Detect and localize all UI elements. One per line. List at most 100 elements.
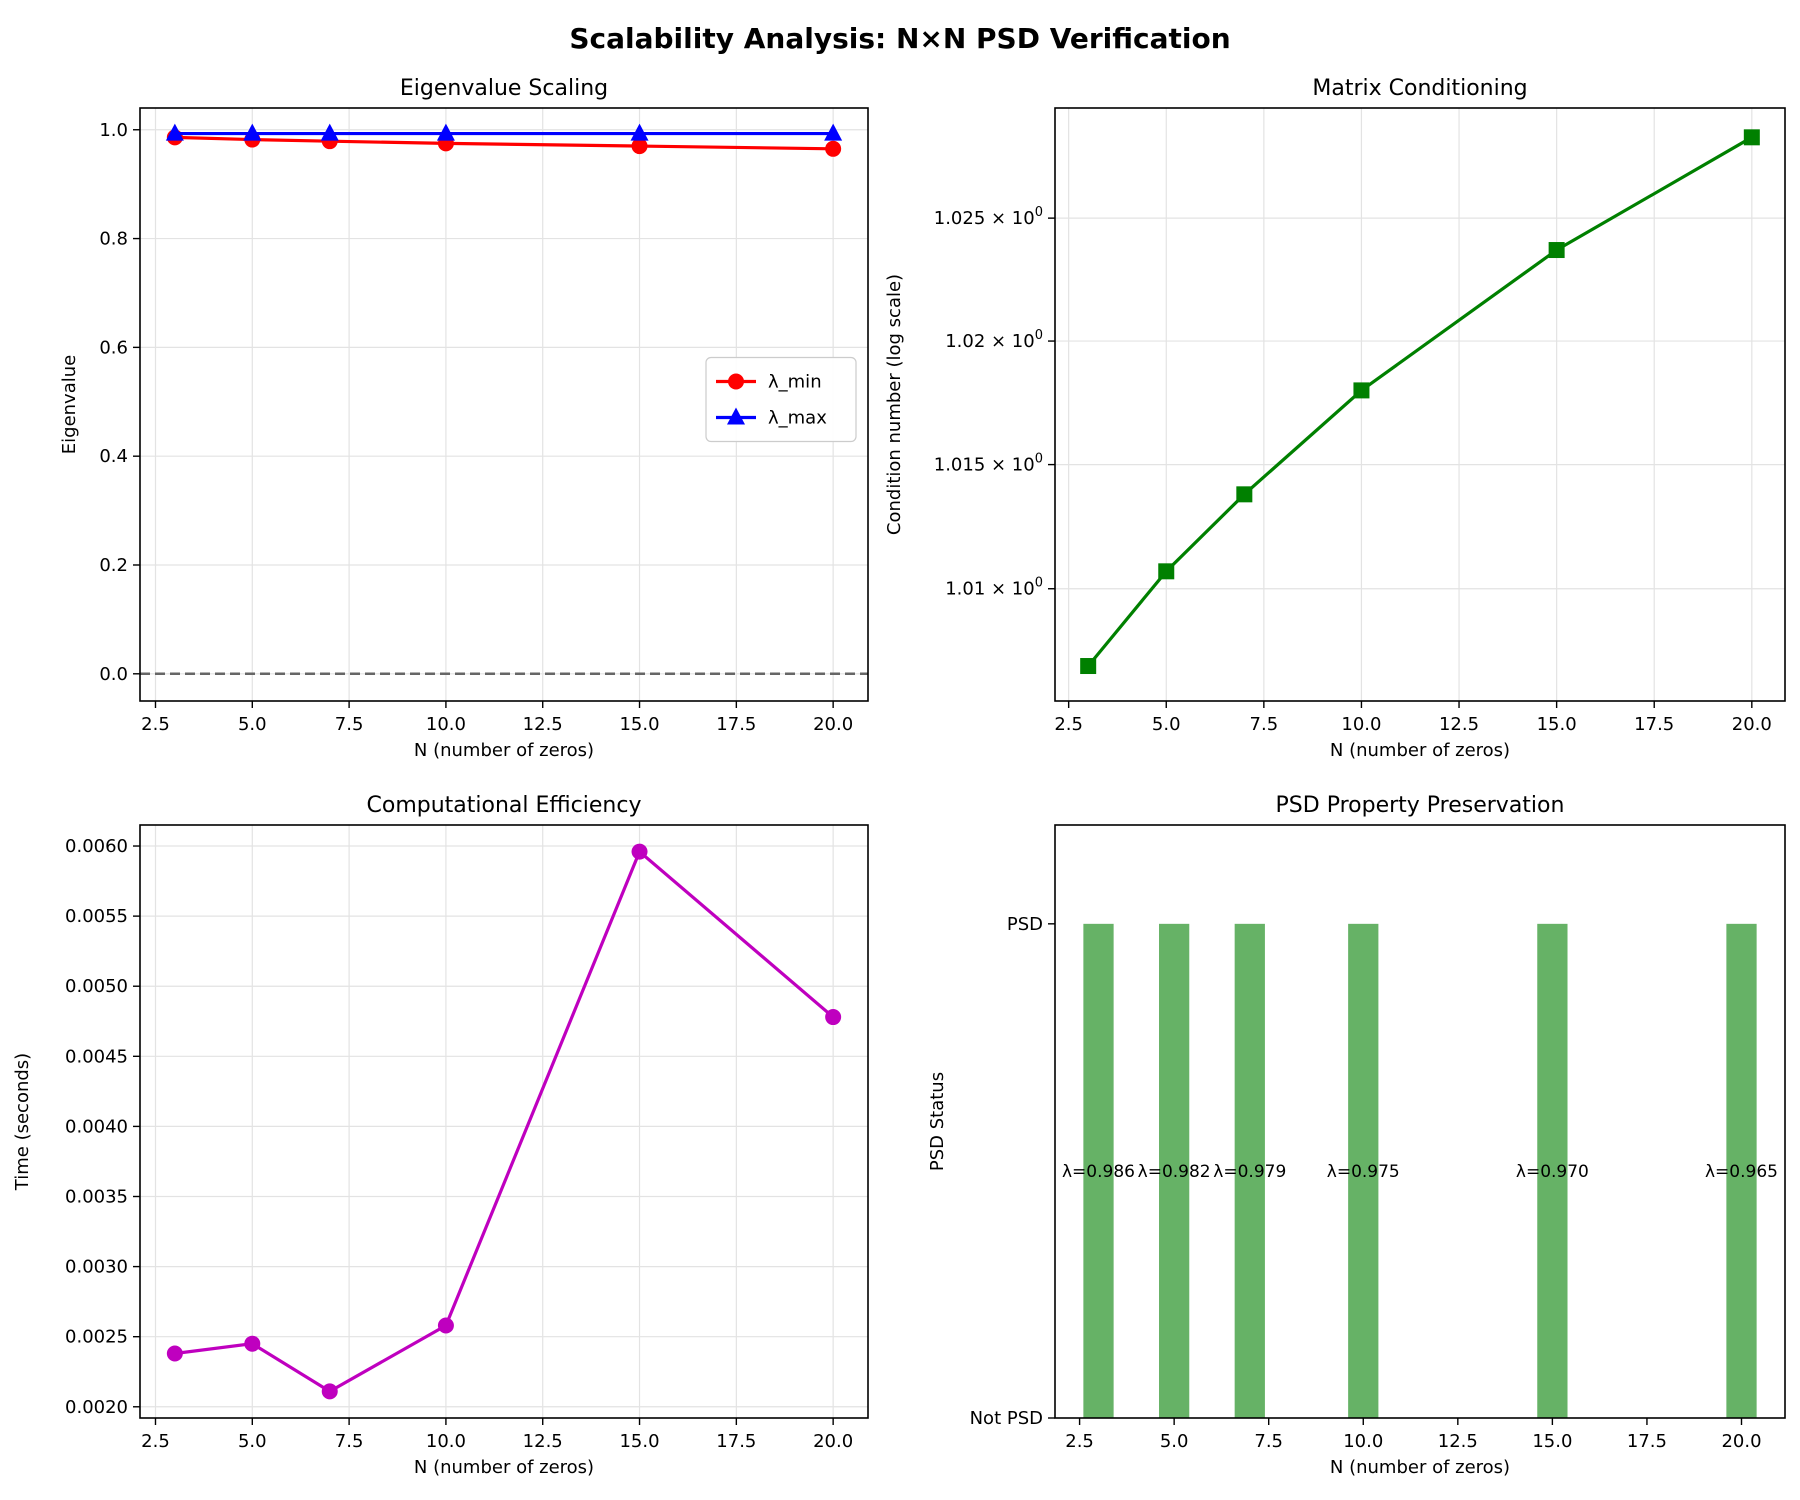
panel1-series-1-point-3 [436, 123, 455, 141]
panel3-series-0-point-2 [321, 1383, 338, 1400]
panel2-ytick-label-0: 1.01 × 100 [945, 576, 1043, 600]
panel3-xtick-label-7: 20.0 [813, 1431, 853, 1452]
panel3-ytick-label-1: 0.0025 [65, 1327, 128, 1348]
panel1-series-0-point-4 [631, 138, 648, 155]
panel1-ytick-label-1: 0.2 [99, 555, 128, 576]
panel4-bar-label-2: λ=0.979 [1213, 1162, 1286, 1182]
panel1-xtick-label-7: 20.0 [813, 714, 853, 735]
panel1-xtick-label-5: 15.0 [619, 714, 659, 735]
panel4-bar-3 [1348, 923, 1379, 1418]
panel2-xtick-label-1: 5.0 [1152, 714, 1181, 735]
panel4-xtick-label-3: 10.0 [1343, 1431, 1383, 1452]
panel2-series-0-point-2 [1236, 486, 1253, 503]
panel3-series-0-line [174, 848, 835, 1394]
panel4-xtick-label-6: 17.5 [1627, 1431, 1667, 1452]
panel3-ylabel: Time (seconds) [12, 1053, 33, 1191]
panel4-axes-frame [1054, 824, 1786, 1419]
panel1-legend-marker-1 [727, 407, 745, 425]
panel2-ytick-label-2: 1.02 × 100 [945, 328, 1043, 352]
panel1-ytick-label-3: 0.6 [99, 337, 128, 358]
panel1-series-1-point-0 [165, 123, 184, 141]
panel3-ytick-label-8: 0.0060 [65, 836, 128, 857]
panel4-xtick-label-4: 12.5 [1438, 1431, 1478, 1452]
panel1-ytick-label-0: 0.0 [99, 664, 128, 685]
panel1-series-0-line [174, 135, 834, 151]
panel1-series-1-point-2 [320, 123, 339, 141]
panel2-xtick-label-7: 20.0 [1732, 714, 1772, 735]
panel2-xtick-label-2: 7.5 [1250, 714, 1279, 735]
panel1-legend-box [705, 356, 857, 443]
figure-title: Scalability Analysis: N×N PSD Verificati… [569, 22, 1231, 55]
panel4-bar-2 [1234, 923, 1265, 1418]
panel1-axes-frame [139, 107, 869, 702]
panel2-series-0-point-4 [1548, 242, 1565, 259]
panel3-xtick-label-3: 10.0 [426, 1431, 466, 1452]
panel1-ytick-label-2: 0.4 [99, 446, 128, 467]
panel3-ytick-label-0: 0.0020 [65, 1397, 128, 1418]
panel1-series-1-point-4 [630, 123, 649, 141]
panel2-series-0-point-1 [1158, 563, 1175, 580]
panel3-axes-frame [139, 824, 869, 1419]
panel4-xlabel: N (number of zeros) [1330, 1457, 1510, 1478]
panel3-ytick-label-2: 0.0030 [65, 1257, 128, 1278]
panel1-xtick-label-2: 7.5 [335, 714, 364, 735]
panel4-ytick-label-1: PSD [1007, 914, 1043, 935]
panel2-xtick-label-5: 15.0 [1537, 714, 1577, 735]
panel4-xtick-label-2: 7.5 [1254, 1431, 1283, 1452]
panel4-xtick-label-0: 2.5 [1065, 1431, 1094, 1452]
panel2-series-0-line [1086, 135, 1753, 668]
panel1-ytick-label-5: 1.0 [99, 120, 128, 141]
panel1-legend-marker-0 [728, 373, 744, 390]
panel2-series-0-point-3 [1353, 382, 1370, 399]
panel4-ylabel: PSD Status [927, 1072, 948, 1171]
panel2-ytick-label-3: 1.025 × 100 [934, 205, 1043, 229]
panel4-bar-4 [1537, 923, 1568, 1418]
panel3-ytick-label-3: 0.0035 [65, 1187, 128, 1208]
panel4-xtick-label-1: 5.0 [1160, 1431, 1189, 1452]
panel1-xtick-label-6: 17.5 [716, 714, 756, 735]
panel2-series-0-point-5 [1743, 129, 1760, 146]
panel2-xlabel: N (number of zeros) [1330, 740, 1510, 761]
panel3-series-0-point-4 [631, 843, 648, 860]
panel2-title: Matrix Conditioning [1312, 76, 1527, 101]
panel4-xtick-label-5: 15.0 [1532, 1431, 1572, 1452]
panel4-bar-label-5: λ=0.965 [1705, 1162, 1778, 1182]
panel1-title: Eigenvalue Scaling [400, 76, 608, 101]
panel3-xlabel: N (number of zeros) [414, 1457, 594, 1478]
panel3-title: Computational Efficiency [367, 793, 642, 818]
panel3-xtick-label-5: 15.0 [619, 1431, 659, 1452]
panel4-bar-1 [1159, 923, 1190, 1418]
panel1-xtick-label-3: 10.0 [426, 714, 466, 735]
panel1-xtick-label-4: 12.5 [523, 714, 563, 735]
panel4-bar-label-1: λ=0.982 [1138, 1162, 1211, 1182]
panel2-xtick-label-3: 10.0 [1341, 714, 1381, 735]
panel4-bar-label-0: λ=0.986 [1062, 1162, 1135, 1182]
panel3-series-0-point-5 [825, 1009, 842, 1026]
panel1-ytick-label-4: 0.8 [99, 229, 128, 250]
panel4-bar-5 [1726, 923, 1757, 1418]
panel4-bar-0 [1083, 923, 1114, 1418]
panel3-series-0-point-1 [244, 1335, 261, 1352]
panel1-series-0-point-5 [825, 140, 842, 157]
panel3-xtick-label-6: 17.5 [716, 1431, 756, 1452]
panel4-bar-label-4: λ=0.970 [1516, 1162, 1589, 1182]
panel1-legend-label-1: λ_max [768, 408, 827, 429]
panel2-ylabel: Condition number (log scale) [884, 274, 905, 535]
panel3-ytick-label-5: 0.0045 [65, 1046, 128, 1067]
panel1-ylabel: Eigenvalue [59, 355, 80, 454]
panel4-ytick-label-0: Not PSD [970, 1408, 1043, 1429]
panel2-axes-frame [1054, 107, 1786, 702]
panel2-xtick-label-4: 12.5 [1439, 714, 1479, 735]
panel3-xtick-label-1: 5.0 [238, 1431, 267, 1452]
panel3-xtick-label-4: 12.5 [523, 1431, 563, 1452]
panel1-xlabel: N (number of zeros) [414, 740, 594, 761]
panel2-series-0-point-0 [1080, 658, 1097, 675]
panel1-series-1-point-1 [243, 123, 262, 141]
panel4-title: PSD Property Preservation [1276, 793, 1565, 818]
panel3-ytick-label-7: 0.0055 [65, 906, 128, 927]
panel1-legend-label-0: λ_min [768, 372, 822, 393]
panel4-bar-label-3: λ=0.975 [1327, 1162, 1400, 1182]
panel3-ytick-label-6: 0.0050 [65, 976, 128, 997]
panel3-series-0-point-0 [166, 1345, 183, 1362]
